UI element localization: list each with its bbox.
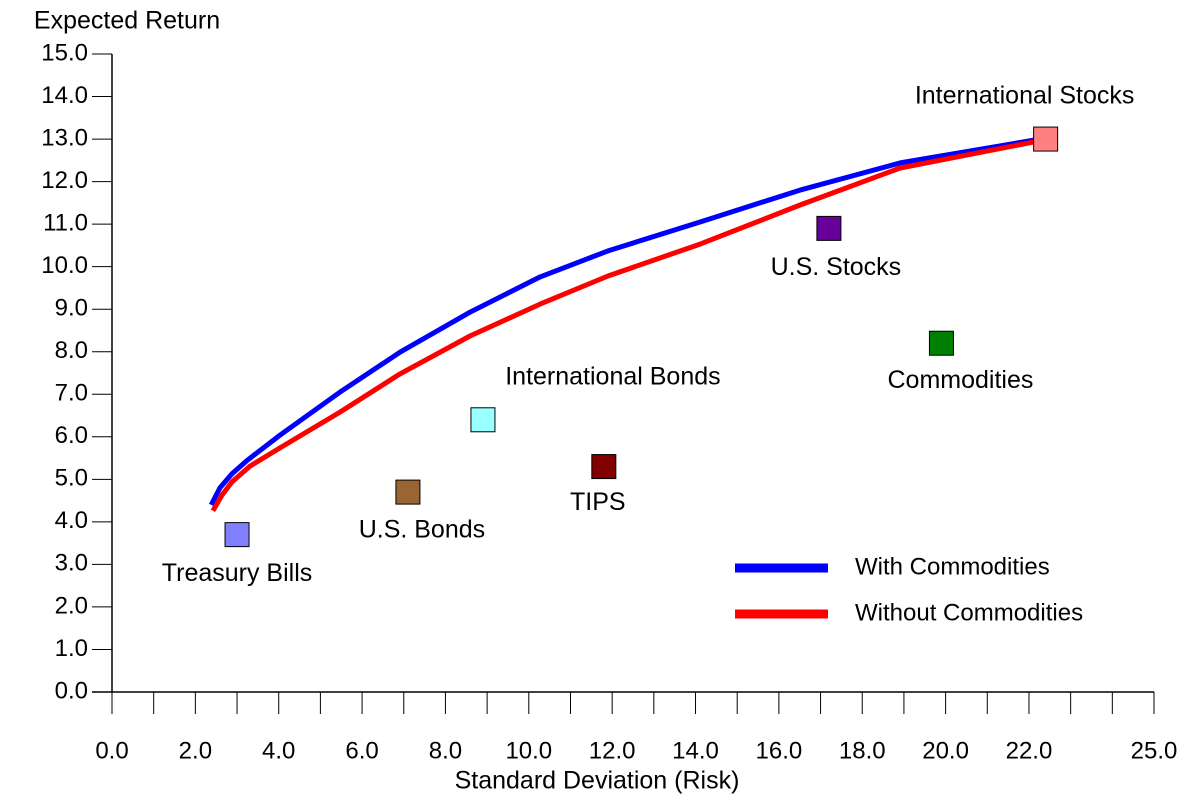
asset-marker bbox=[224, 522, 250, 548]
asset-marker bbox=[928, 330, 954, 356]
asset-marker bbox=[816, 215, 842, 241]
y-tick-label: 9.0 bbox=[55, 295, 88, 322]
x-tick-label: 22.0 bbox=[1006, 737, 1053, 764]
y-tick-label: 7.0 bbox=[55, 380, 88, 407]
y-tick-label: 3.0 bbox=[55, 550, 88, 577]
x-tick-label: 8.0 bbox=[429, 737, 462, 764]
y-tick-label: 8.0 bbox=[55, 337, 88, 364]
frontier-line bbox=[208, 136, 1041, 507]
y-tick-label: 13.0 bbox=[41, 124, 88, 151]
x-tick-label: 6.0 bbox=[345, 737, 378, 764]
x-tick-label: 16.0 bbox=[756, 737, 803, 764]
asset-marker bbox=[1033, 126, 1059, 152]
x-tick-label: 14.0 bbox=[672, 737, 719, 764]
asset-label: International Stocks bbox=[915, 82, 1135, 110]
asset-label: U.S. Bonds bbox=[359, 516, 485, 544]
y-tick-label: 2.0 bbox=[55, 592, 88, 619]
y-tick-label: 6.0 bbox=[55, 422, 88, 449]
asset-label: International Bonds bbox=[505, 362, 720, 390]
y-tick-label: 14.0 bbox=[41, 82, 88, 109]
x-tick-label: 18.0 bbox=[839, 737, 886, 764]
asset-label: Treasury Bills bbox=[162, 559, 313, 587]
y-tick-label: 12.0 bbox=[41, 167, 88, 194]
asset-label: U.S. Stocks bbox=[771, 253, 902, 281]
asset-marker bbox=[395, 479, 421, 505]
y-tick-label: 11.0 bbox=[43, 209, 88, 236]
x-axis-label: Standard Deviation (Risk) bbox=[455, 767, 740, 795]
y-tick-label: 15.0 bbox=[41, 39, 88, 66]
frontier-line bbox=[210, 138, 1041, 513]
asset-label: TIPS bbox=[570, 488, 626, 516]
x-tick-label: 4.0 bbox=[262, 737, 295, 764]
asset-label: Commodities bbox=[887, 366, 1033, 394]
y-tick-label: 1.0 bbox=[55, 635, 88, 662]
asset-marker bbox=[470, 407, 496, 433]
y-tick-label: 5.0 bbox=[55, 465, 88, 492]
x-tick-label: 25.0 bbox=[1131, 737, 1178, 764]
y-tick-label: 4.0 bbox=[55, 507, 88, 534]
x-tick-label: 12.0 bbox=[589, 737, 636, 764]
legend-label: Without Commodities bbox=[855, 599, 1083, 626]
y-axis-label: Expected Return bbox=[34, 7, 220, 35]
y-tick-label: 10.0 bbox=[41, 252, 88, 279]
legend-label: With Commodities bbox=[855, 553, 1050, 580]
x-tick-label: 2.0 bbox=[179, 737, 212, 764]
y-tick-label: 0.0 bbox=[55, 677, 88, 704]
x-tick-label: 20.0 bbox=[922, 737, 969, 764]
x-tick-label: 0.0 bbox=[95, 737, 128, 764]
asset-marker bbox=[591, 454, 617, 480]
x-tick-label: 10.0 bbox=[505, 737, 552, 764]
